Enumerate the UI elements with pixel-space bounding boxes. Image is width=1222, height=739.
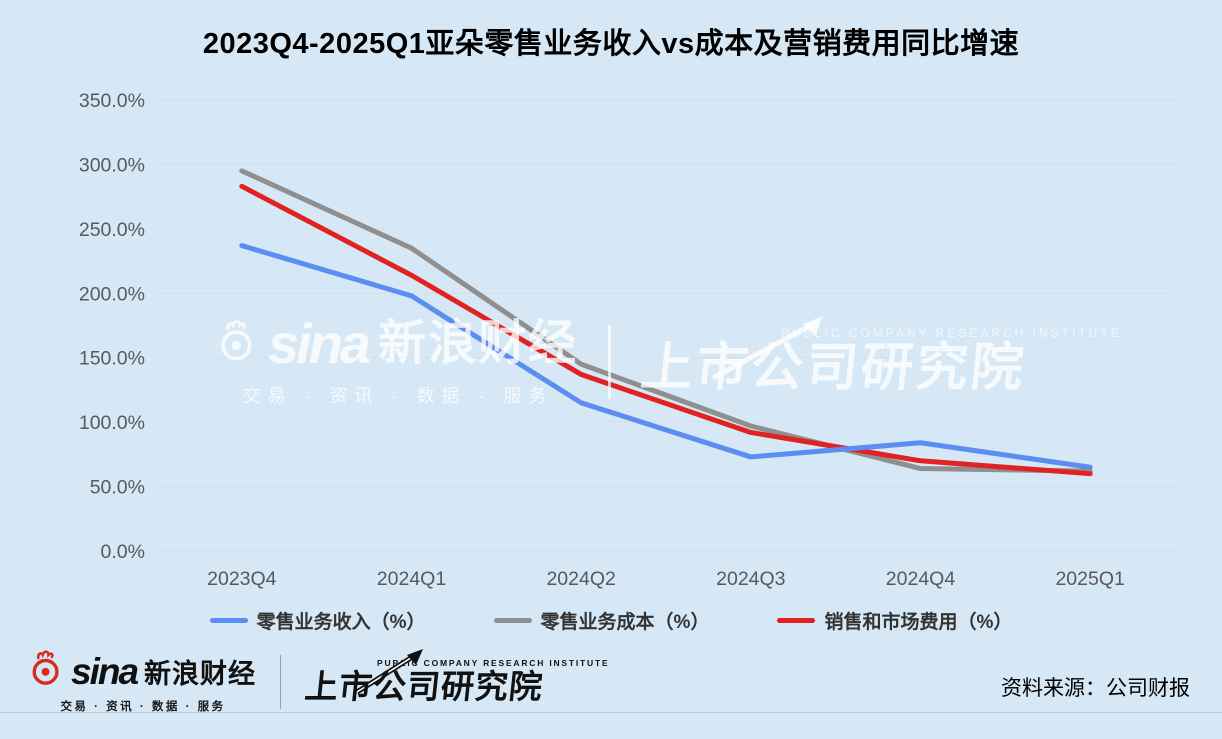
- arrow-up-right-icon: [347, 646, 437, 703]
- svg-text:100.0%: 100.0%: [79, 412, 145, 434]
- footer-sina-tagline: 交易 · 资讯 · 数据 · 服务: [60, 701, 226, 713]
- svg-text:200.0%: 200.0%: [79, 283, 145, 305]
- footer-sina-cn: 新浪财经: [144, 659, 257, 689]
- footer-logos: sina 新浪财经 交易 · 资讯 · 数据 · 服务 PUBLIC COMPA…: [30, 649, 610, 714]
- legend-label-revenue: 零售业务收入（%）: [256, 612, 426, 633]
- data-source-note: 资料来源：公司财报: [1001, 677, 1190, 700]
- svg-text:250.0%: 250.0%: [79, 219, 145, 241]
- legend-item-cost[interactable]: 零售业务成本（%）: [493, 607, 710, 634]
- institute-logo: PUBLIC COMPANY RESEARCH INSTITUTE 上市公司研究…: [303, 649, 610, 706]
- footer-institute-en: PUBLIC COMPANY RESEARCH INSTITUTE: [377, 658, 610, 669]
- svg-text:2024Q2: 2024Q2: [546, 568, 615, 590]
- footer-sina-word: sina: [71, 650, 139, 692]
- legend-item-revenue[interactable]: 零售业务收入（%）: [209, 607, 426, 634]
- svg-text:350.0%: 350.0%: [79, 90, 145, 112]
- svg-text:2024Q1: 2024Q1: [377, 568, 446, 590]
- legend-label-cost: 零售业务成本（%）: [540, 612, 710, 633]
- svg-text:300.0%: 300.0%: [79, 154, 145, 176]
- line-chart: 0.0% 50.0% 100.0% 150.0% 200.0% 250.0% 300.0% 3…: [79, 90, 1175, 590]
- svg-text:2025Q1: 2025Q1: [1055, 568, 1124, 590]
- svg-text:2023Q4: 2023Q4: [207, 568, 277, 590]
- sina-finance-logo: sina 新浪财经 交易 · 资讯 · 数据 · 服务: [30, 650, 256, 714]
- marketing-line-swatch: [777, 618, 816, 623]
- footer: sina 新浪财经 交易 · 资讯 · 数据 · 服务 PUBLIC COMPA…: [0, 646, 1222, 714]
- footer-institute-cn: 上市公司研究院: [303, 668, 546, 706]
- svg-text:50.0%: 50.0%: [90, 477, 145, 499]
- legend-item-marketing[interactable]: 销售和市场费用（%）: [777, 607, 1012, 634]
- bottom-divider: [0, 712, 1222, 713]
- svg-text:2024Q4: 2024Q4: [886, 568, 956, 590]
- cost-line-swatch: [493, 618, 532, 623]
- footer-divider: [280, 655, 282, 709]
- chart-title: 2023Q4-2025Q1亚朵零售业务收入vs成本及营销费用同比增速: [202, 28, 1020, 60]
- svg-text:150.0%: 150.0%: [79, 348, 145, 370]
- sina-eye-icon: [30, 650, 64, 693]
- svg-text:0.0%: 0.0%: [101, 541, 145, 563]
- revenue-line-swatch: [209, 618, 248, 623]
- legend-label-marketing: 销售和市场费用（%）: [824, 612, 1013, 633]
- svg-text:2024Q3: 2024Q3: [716, 568, 785, 590]
- chart-legend: 零售业务收入（%） 零售业务成本（%） 销售和市场费用（%）: [0, 607, 1222, 634]
